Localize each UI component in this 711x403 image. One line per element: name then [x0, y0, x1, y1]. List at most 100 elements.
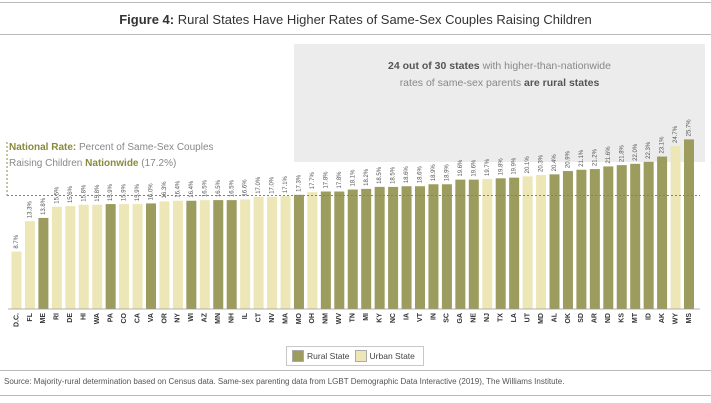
x-tick-label: TX — [498, 313, 505, 322]
x-tick-label: MA — [282, 313, 289, 324]
bar-ok — [562, 171, 573, 309]
bar-value-label: 16.4% — [189, 180, 195, 198]
bar-value-label: 15.6% — [68, 185, 74, 203]
bar-value-label: 22.3% — [646, 141, 652, 159]
bar-ca — [132, 204, 143, 309]
bar-fl — [24, 221, 35, 309]
callout-text: 24 out of 30 states with higher-than-nat… — [294, 58, 705, 92]
bar-value-label: 21.2% — [592, 148, 598, 166]
x-tick-label: CO — [121, 312, 128, 323]
figure-title-text: Rural States Have Higher Rates of Same-S… — [177, 12, 592, 27]
bar-tn — [347, 189, 358, 309]
callout-bold-1: 24 out of 30 states — [388, 60, 480, 72]
bar-il — [240, 199, 251, 309]
x-tick-label: ID — [645, 313, 652, 320]
bar-value-label: 15.5% — [54, 186, 60, 204]
x-tick-label: DE — [67, 313, 74, 323]
x-tick-label: HI — [81, 313, 88, 320]
bar-mi — [361, 188, 372, 309]
bar-value-label: 18.6% — [404, 166, 410, 184]
x-tick-label: ME — [40, 313, 47, 324]
bar-md — [536, 175, 547, 309]
x-tick-label: OH — [309, 313, 316, 324]
bar-value-label: 16.5% — [216, 179, 222, 197]
bar-ri — [51, 206, 62, 309]
legend-label-rural: Rural State — [307, 351, 350, 361]
callout-text-2: rates of same-sex parents — [399, 77, 522, 89]
bar-ak — [657, 156, 668, 309]
bar-or — [159, 201, 170, 309]
x-tick-label: KS — [619, 313, 626, 323]
x-tick-label: IL — [242, 312, 249, 319]
bar-ga — [455, 179, 466, 309]
bar-value-label: 18.2% — [364, 168, 370, 186]
x-tick-label: TN — [350, 313, 357, 322]
bar-ia — [401, 186, 412, 309]
bar-mt — [630, 163, 641, 309]
bottom-rule — [0, 370, 711, 371]
x-tick-label: IA — [403, 313, 410, 320]
bar-mo — [293, 194, 304, 309]
bar-nc — [388, 186, 399, 309]
bar-value-label: 15.8% — [81, 184, 87, 202]
bar-value-label: 17.0% — [270, 176, 276, 194]
bar-value-label: 8.7% — [14, 234, 20, 248]
bar-nj — [482, 178, 493, 309]
bar-hi — [78, 204, 89, 309]
x-tick-label: MI — [363, 313, 370, 321]
x-tick-label: UT — [524, 312, 531, 322]
x-tick-label: WI — [188, 313, 195, 322]
bar-value-label: 18.5% — [377, 166, 383, 184]
x-tick-label: CA — [134, 313, 141, 323]
x-tick-label: WY — [672, 313, 679, 325]
bar-value-label: 16.6% — [243, 179, 249, 197]
x-tick-label: SD — [578, 313, 585, 323]
bar-co — [119, 204, 130, 309]
bar-wy — [670, 145, 681, 309]
x-tick-label: MD — [538, 313, 545, 324]
bar-value-label: 20.9% — [566, 150, 572, 168]
bar-value-label: 22.0% — [633, 143, 639, 161]
bar-value-label: 16.0% — [149, 183, 155, 201]
bar-ut — [522, 176, 533, 309]
x-tick-label: KY — [376, 313, 383, 323]
national-rate-note: National Rate: Percent of Same-Sex Coupl… — [9, 140, 214, 172]
bar-value-label: 16.3% — [162, 181, 168, 199]
bar-value-label: 13.3% — [28, 201, 34, 219]
bar-ma — [280, 196, 291, 309]
national-rate-bold-2: Nationwide — [85, 158, 139, 169]
x-tick-label: MS — [686, 313, 693, 324]
x-tick-label: NY — [175, 313, 182, 323]
bar-value-label: 21.1% — [579, 149, 585, 167]
bar-value-label: 18.1% — [350, 169, 356, 187]
x-tick-label: NC — [390, 313, 397, 323]
x-tick-label: ND — [605, 313, 612, 323]
bar-value-label: 19.6% — [458, 159, 464, 177]
x-tick-label: AL — [551, 312, 558, 322]
bar-value-label: 20.1% — [525, 156, 531, 174]
bar-sd — [576, 169, 587, 309]
bar-value-label: 18.9% — [431, 164, 437, 182]
callout-bold-2: are rural states — [524, 77, 600, 89]
x-tick-label: MO — [296, 312, 303, 324]
bar-sc — [441, 184, 452, 309]
bar-tx — [495, 178, 506, 309]
footer-rule — [0, 395, 711, 396]
bar-value-label: 17.3% — [297, 174, 303, 192]
x-tick-label: IN — [430, 313, 437, 320]
bar-nm — [320, 191, 331, 309]
x-tick-label: LA — [511, 313, 518, 322]
bar-value-label: 25.7% — [687, 119, 693, 137]
bar-value-label: 17.8% — [323, 171, 329, 189]
bar-ar — [589, 169, 600, 309]
bar-value-label: 18.9% — [444, 164, 450, 182]
source-note: Source: Majority-rural determination bas… — [4, 377, 565, 386]
bar-value-label: 16.5% — [202, 179, 208, 197]
highlight-region — [294, 44, 705, 162]
national-rate-text-1: Percent of Same-Sex Couples — [79, 142, 214, 153]
bar-value-label: 15.9% — [135, 183, 141, 201]
x-tick-label: AZ — [202, 312, 209, 322]
national-rate-bold-1: National Rate: — [9, 142, 77, 153]
bar-ky — [374, 186, 385, 309]
